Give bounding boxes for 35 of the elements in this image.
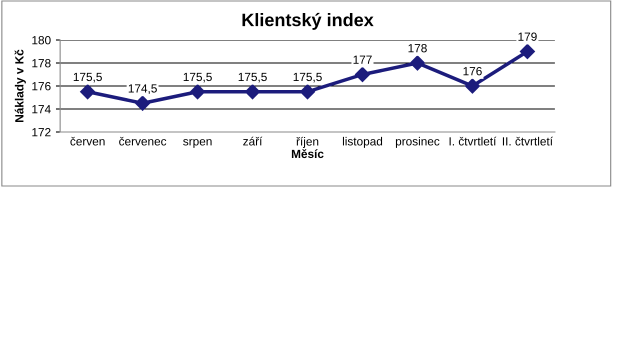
x-tick-label: I. čtvrtletí xyxy=(450,136,496,146)
point xyxy=(410,55,426,71)
x-tick-label: prosinec xyxy=(396,136,440,148)
data-label: 179 xyxy=(518,32,537,41)
x-tick-label: listopad xyxy=(342,136,382,148)
x-tick-label: září xyxy=(243,136,262,146)
chart-title: Klientský index xyxy=(242,12,374,30)
point xyxy=(354,66,370,82)
x-tick-label: červen xyxy=(70,136,105,146)
data-label: 175,5 xyxy=(74,72,102,82)
data-label: 176 xyxy=(463,66,482,76)
point xyxy=(300,84,316,100)
point xyxy=(244,84,260,100)
point xyxy=(80,84,96,100)
y-tick-label: 178 xyxy=(32,59,51,68)
x-tick-label: srpen xyxy=(183,139,212,148)
x-tick-label: II. čtvrtletí xyxy=(502,136,553,146)
point xyxy=(520,44,535,60)
x-tick-label: říjen xyxy=(296,136,318,148)
data-label: 175,5 xyxy=(294,72,322,82)
data-label: 175,5 xyxy=(238,72,267,82)
y-tick-label: 174 xyxy=(32,105,51,114)
data-label: 178 xyxy=(408,44,427,52)
point xyxy=(464,78,480,94)
data-label: 175,5 xyxy=(184,72,212,82)
y-axis-title: Náklady v Kč xyxy=(14,50,26,122)
point xyxy=(190,84,206,100)
x-axis-title: Měsíc xyxy=(292,149,324,158)
data-label: 174,5 xyxy=(128,84,157,94)
y-tick-label: 176 xyxy=(32,82,51,90)
data-label: 177 xyxy=(354,56,372,64)
y-tick-label: 172 xyxy=(32,128,51,136)
x-tick-label: červenec xyxy=(119,136,166,146)
point xyxy=(135,96,150,111)
y-tick-label: 180 xyxy=(32,36,51,44)
